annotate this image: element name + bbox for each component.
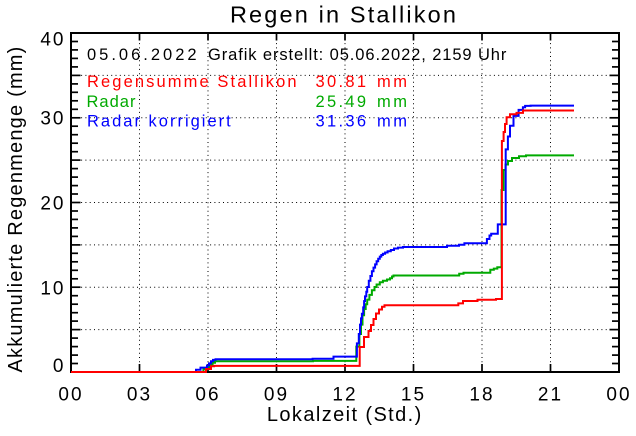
svg-text:40: 40 <box>40 29 65 50</box>
svg-text:Regensumme Stallikon: Regensumme Stallikon <box>87 73 299 91</box>
svg-text:30: 30 <box>40 109 65 130</box>
svg-text:20: 20 <box>40 194 65 215</box>
svg-text:06: 06 <box>195 384 220 405</box>
svg-text:12: 12 <box>332 384 357 405</box>
svg-text:Radar korrigiert: Radar korrigiert <box>87 113 233 131</box>
svg-text:05.06.2022: 05.06.2022 <box>87 46 200 64</box>
svg-text:15: 15 <box>401 384 426 405</box>
svg-text:00: 00 <box>58 384 83 405</box>
svg-text:0: 0 <box>53 356 66 377</box>
svg-text:21: 21 <box>538 384 563 405</box>
svg-text:10: 10 <box>40 278 65 299</box>
svg-text:mm: mm <box>377 73 410 91</box>
svg-text:Akkumulierte Regenmenge (mm): Akkumulierte Regenmenge (mm) <box>5 45 27 372</box>
svg-text:30.81: 30.81 <box>316 73 369 91</box>
svg-text:03: 03 <box>127 384 152 405</box>
svg-text:Lokalzeit (Std.): Lokalzeit (Std.) <box>267 404 423 426</box>
svg-text:00: 00 <box>606 384 631 405</box>
svg-text:Grafik erstellt: 05.06.2022, 2: Grafik erstellt: 05.06.2022, 2159 Uhr <box>208 46 507 64</box>
svg-text:Radar: Radar <box>87 93 137 111</box>
svg-text:31.36: 31.36 <box>316 113 369 131</box>
svg-text:09: 09 <box>264 384 289 405</box>
svg-text:18: 18 <box>469 384 494 405</box>
svg-text:mm: mm <box>377 113 410 131</box>
svg-text:mm: mm <box>377 93 410 111</box>
svg-text:Regen in Stallikon: Regen in Stallikon <box>230 2 458 28</box>
svg-text:25.49: 25.49 <box>316 93 369 111</box>
